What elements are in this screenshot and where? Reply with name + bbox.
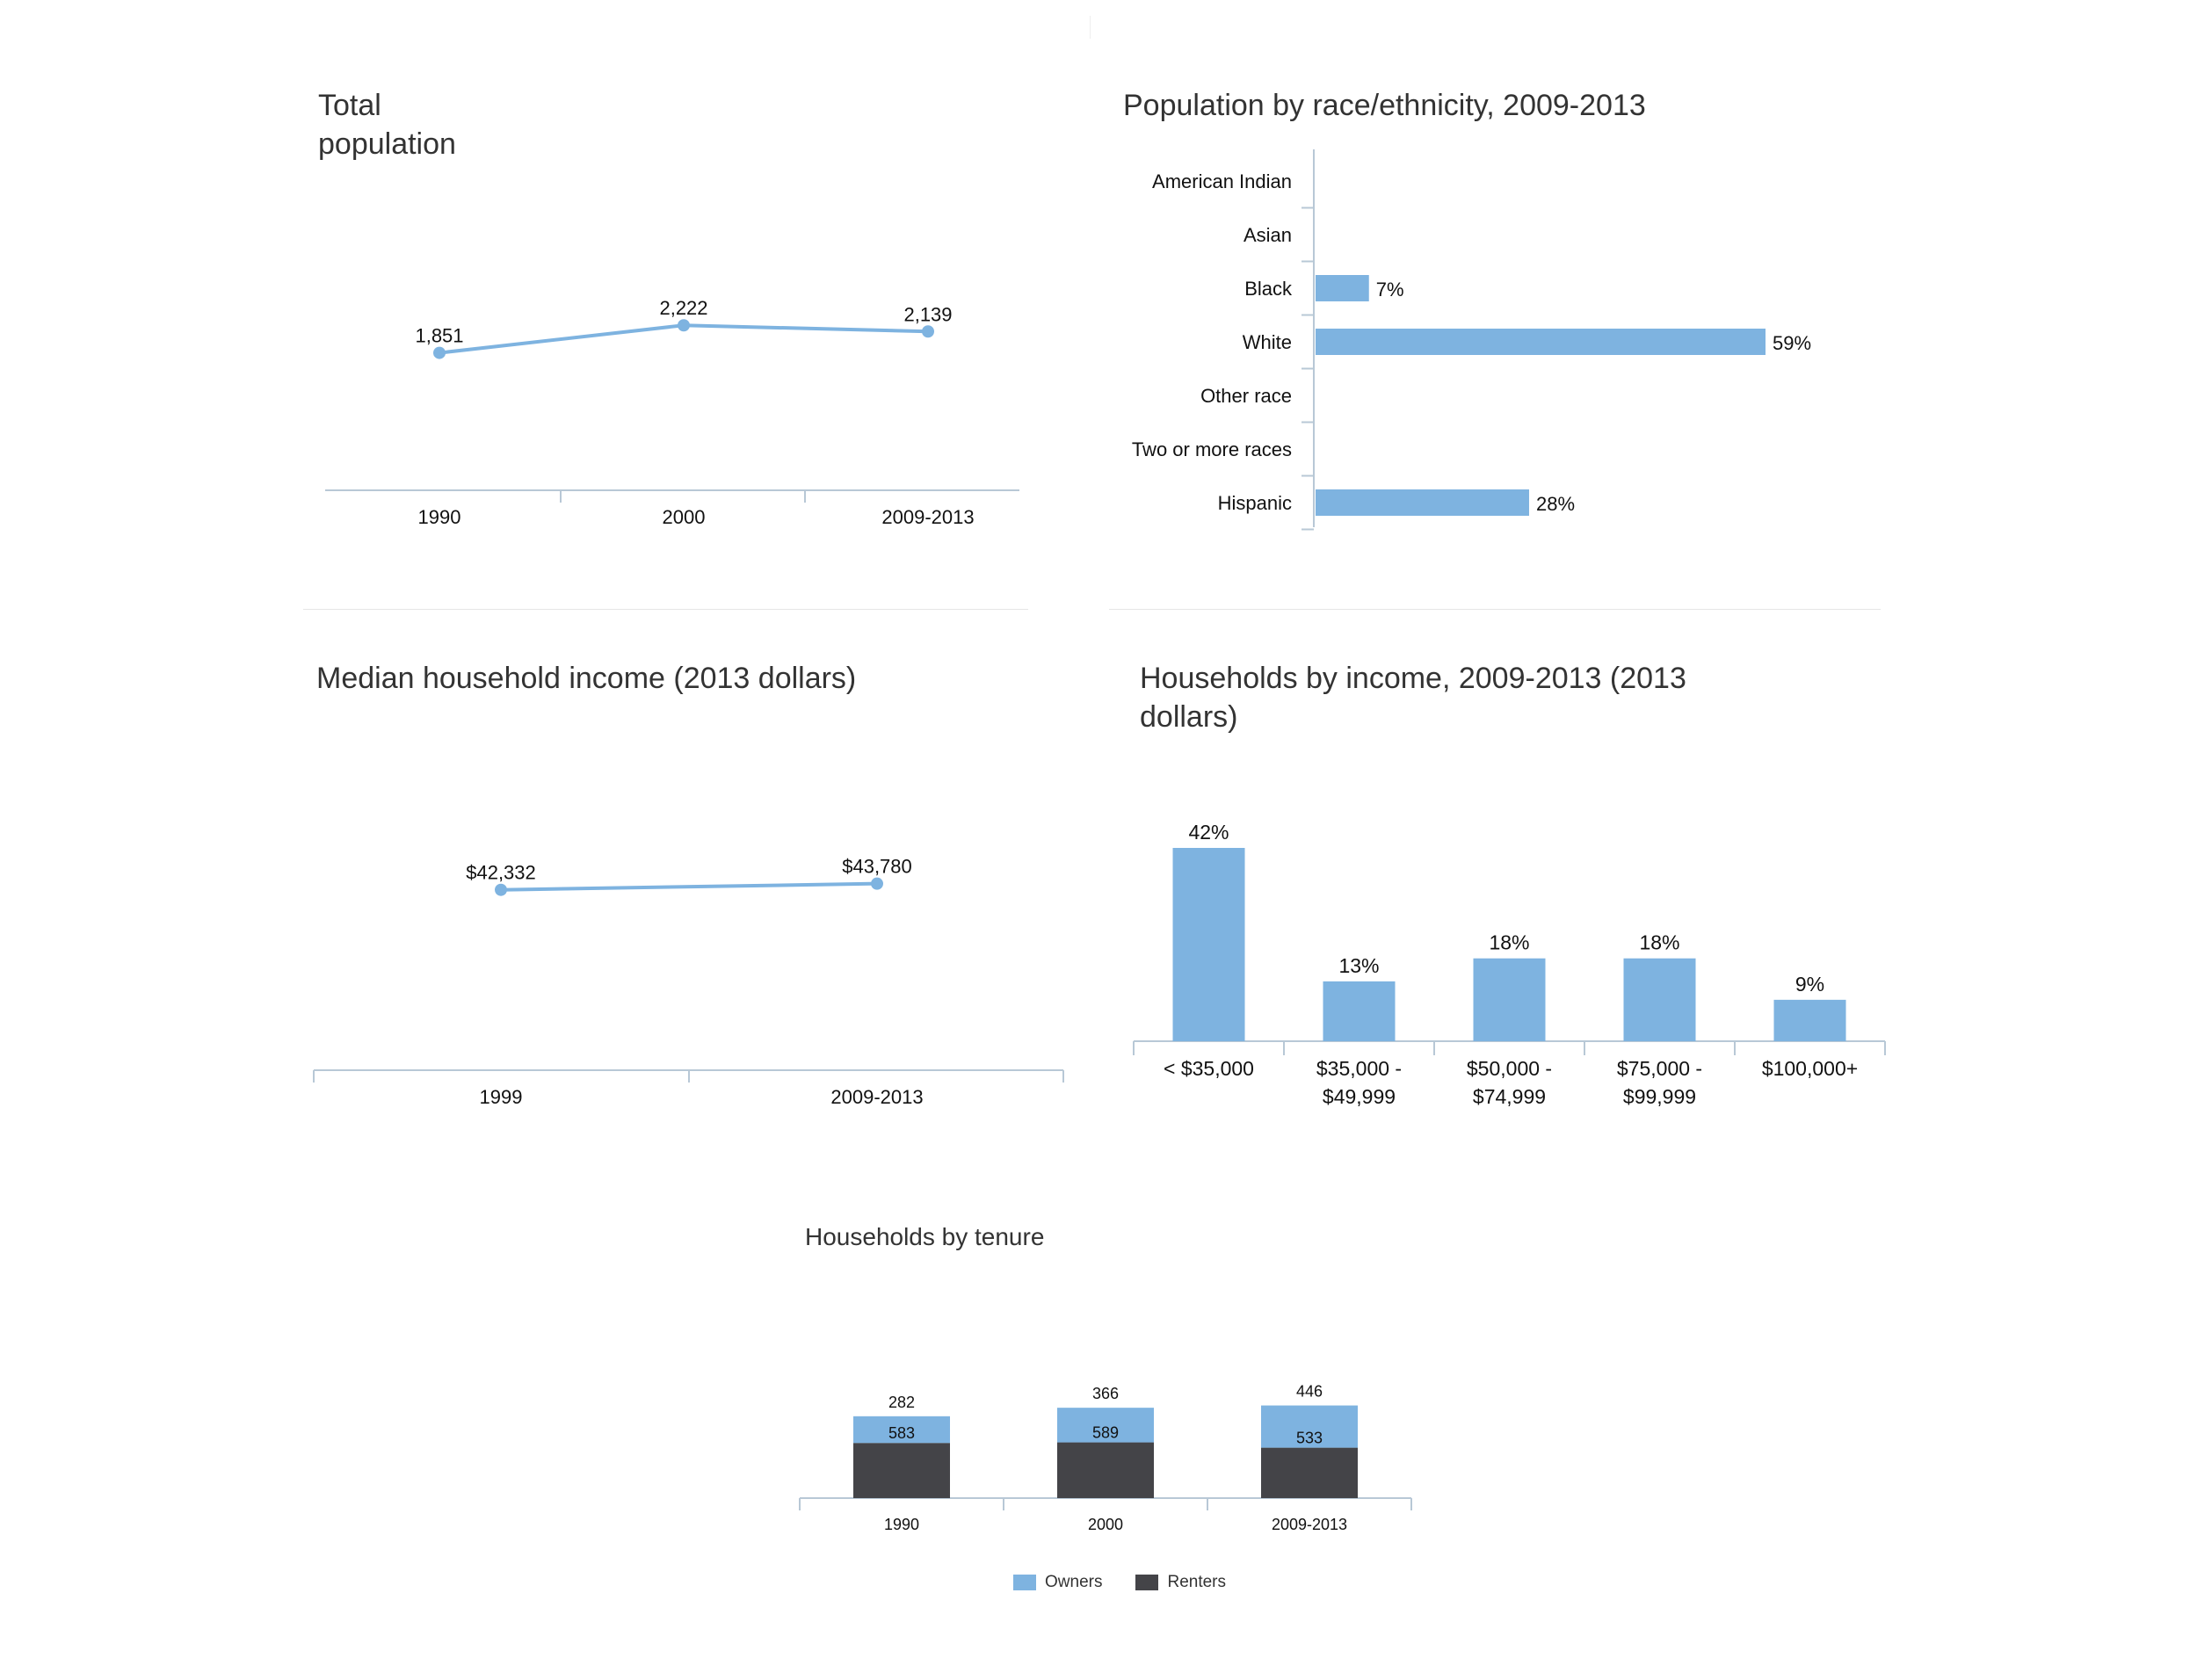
bar-renters xyxy=(853,1443,950,1498)
category-label: Black xyxy=(1244,278,1293,300)
x-tick-label: $100,000+ xyxy=(1762,1057,1858,1080)
data-point xyxy=(922,325,934,338)
x-tick-label: $75,000 - xyxy=(1617,1057,1702,1080)
renters-value-label: 533 xyxy=(1296,1430,1323,1447)
x-tick-label: $49,999 xyxy=(1323,1085,1396,1108)
top-divider xyxy=(1090,16,1091,39)
data-label: $43,780 xyxy=(842,856,912,878)
x-tick-label: $50,000 - xyxy=(1467,1057,1552,1080)
bar-owners xyxy=(1057,1408,1154,1443)
x-tick-label: $35,000 - xyxy=(1316,1057,1402,1080)
section-divider xyxy=(303,609,1028,610)
data-label: 2,222 xyxy=(659,297,707,319)
data-label: $42,332 xyxy=(466,862,536,884)
total-population-title: Total population xyxy=(318,89,456,162)
bar-owners xyxy=(853,1416,950,1444)
x-tick-label: 2000 xyxy=(663,506,706,528)
x-tick-label: 2009-2013 xyxy=(881,506,974,528)
bar-value-label: 13% xyxy=(1338,954,1379,977)
legend-label-owners: Owners xyxy=(1045,1573,1103,1591)
bar-value-label: 59% xyxy=(1773,332,1811,354)
bar xyxy=(1316,329,1766,355)
bar xyxy=(1323,981,1396,1041)
bar xyxy=(1773,999,1846,1041)
owners-swatch xyxy=(1013,1575,1036,1590)
bar xyxy=(1623,958,1696,1041)
category-label: White xyxy=(1243,331,1292,353)
x-tick-label: 2009-2013 xyxy=(1272,1516,1347,1533)
bar xyxy=(1473,958,1546,1041)
x-tick-label: 1990 xyxy=(884,1516,919,1533)
bar-renters xyxy=(1261,1447,1358,1498)
x-tick-label: 1990 xyxy=(418,506,461,528)
data-point xyxy=(433,346,446,359)
bar-value-label: 9% xyxy=(1795,973,1824,996)
income-line xyxy=(500,881,878,892)
category-label: American Indian xyxy=(1152,170,1292,192)
owners-value-label: 446 xyxy=(1296,1383,1323,1401)
median-income-chart: $42,332 1999 $43,780 2009-2013 xyxy=(313,856,1064,1108)
legend-label-renters: Renters xyxy=(1167,1573,1226,1591)
median-income-title: Median household income (2013 dollars) xyxy=(316,662,857,695)
data-label: 1,851 xyxy=(415,325,463,347)
legend-item-renters[interactable]: Renters xyxy=(1135,1573,1226,1592)
bar-value-label: 18% xyxy=(1489,931,1529,954)
race-ethnicity-title: Population by race/ethnicity, 2009-2013 xyxy=(1123,89,1646,122)
renters-value-label: 589 xyxy=(1092,1424,1119,1442)
households-tenure-title: Households by tenure xyxy=(805,1223,1045,1250)
section-divider xyxy=(1109,609,1881,610)
data-point xyxy=(871,877,883,890)
bar xyxy=(1316,275,1369,301)
data-point xyxy=(678,319,690,332)
bar xyxy=(1172,848,1245,1041)
x-tick-label: $74,999 xyxy=(1473,1085,1546,1108)
data-point xyxy=(495,883,507,896)
category-label: Other race xyxy=(1200,385,1292,407)
bar xyxy=(1316,489,1529,516)
legend-item-owners[interactable]: Owners xyxy=(1013,1573,1102,1592)
owners-value-label: 366 xyxy=(1092,1385,1119,1402)
data-label: 2,139 xyxy=(903,303,952,325)
owners-value-label: 282 xyxy=(888,1394,915,1411)
total-population-chart: 1,851 1990 2,222 2000 2,139 2009-2013 xyxy=(325,297,1019,528)
bar-value-label: 28% xyxy=(1536,493,1575,515)
x-tick-label: $99,999 xyxy=(1623,1085,1696,1108)
x-tick-label: 2000 xyxy=(1088,1516,1123,1533)
category-label: Two or more races xyxy=(1132,438,1292,460)
bar-value-label: 7% xyxy=(1376,279,1404,301)
renters-swatch xyxy=(1135,1575,1159,1590)
bar-value-label: 18% xyxy=(1639,931,1679,954)
x-tick-label: < $35,000 xyxy=(1164,1057,1254,1080)
category-label: Hispanic xyxy=(1218,492,1292,514)
bar-value-label: 42% xyxy=(1188,821,1229,844)
households-income-title: Households by income, 2009-2013 (2013 do… xyxy=(1140,662,1686,735)
households-income-chart: 42% < $35,000 13% $35,000 - $49,999 18% $50,00… xyxy=(1133,821,1886,1108)
bar-owners xyxy=(1261,1405,1358,1448)
households-tenure-chart: 282 583 1990 366 589 2000 446 533 2009-2013 xyxy=(799,1383,1412,1533)
renters-value-label: 583 xyxy=(888,1424,915,1442)
x-tick-label: 1999 xyxy=(480,1086,523,1108)
tenure-legend: Owners Renters xyxy=(1013,1573,1247,1592)
x-tick-label: 2009-2013 xyxy=(830,1086,923,1108)
category-label: Asian xyxy=(1244,224,1292,246)
bar-renters xyxy=(1057,1442,1154,1498)
race-ethnicity-chart: American Indian Asian Black 7% White 59% Other… xyxy=(1132,149,1811,531)
